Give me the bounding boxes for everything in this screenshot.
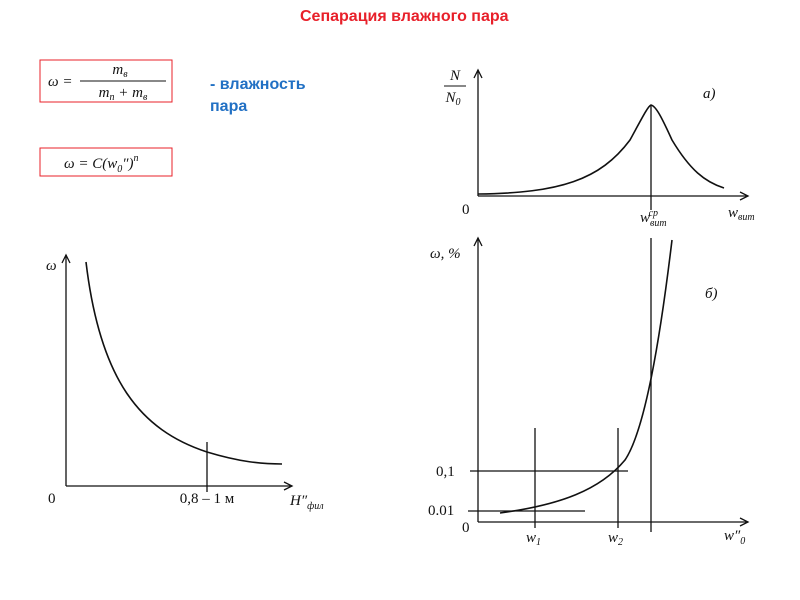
origin: 0 [48,491,56,507]
formula-2: ω = C(w0″)n [64,153,138,175]
origin: 0 [462,202,470,218]
formula-note: - влажность пара [210,76,306,115]
y-mark: 0.01 [428,503,454,519]
x-mark: wвитср [640,208,667,229]
slide-title: Сепарация влажного пара [300,8,509,25]
y-label: ω [46,258,57,274]
y-label-num: N [449,68,461,84]
curve [499,239,673,514]
arrow [283,481,294,491]
y-label-den: N0 [444,90,460,108]
formula-denominator: mп + mв [99,85,148,103]
formula-numerator: mв [112,62,128,80]
curve [477,104,725,195]
x-mark: 0,8 – 1 м [180,491,235,507]
graph-tag: б) [705,286,718,302]
arrow [61,253,71,264]
formula-lhs: ω = [48,74,72,90]
arrow [739,191,750,201]
x-mark: w2 [608,530,623,548]
graph-tag: а) [703,86,716,102]
x-mark: w1 [526,530,541,548]
x-label: H″фил [289,493,324,512]
arrow [473,236,483,247]
x-label: wвит [728,205,755,223]
y-label: ω, % [430,246,461,262]
arrow [473,68,483,79]
x-label: w″0 [724,528,745,547]
formula-box [39,59,173,103]
curve [85,261,283,465]
y-mark: 0,1 [436,464,455,480]
origin: 0 [462,520,470,536]
formula-box [39,147,173,177]
arrow [739,517,750,527]
